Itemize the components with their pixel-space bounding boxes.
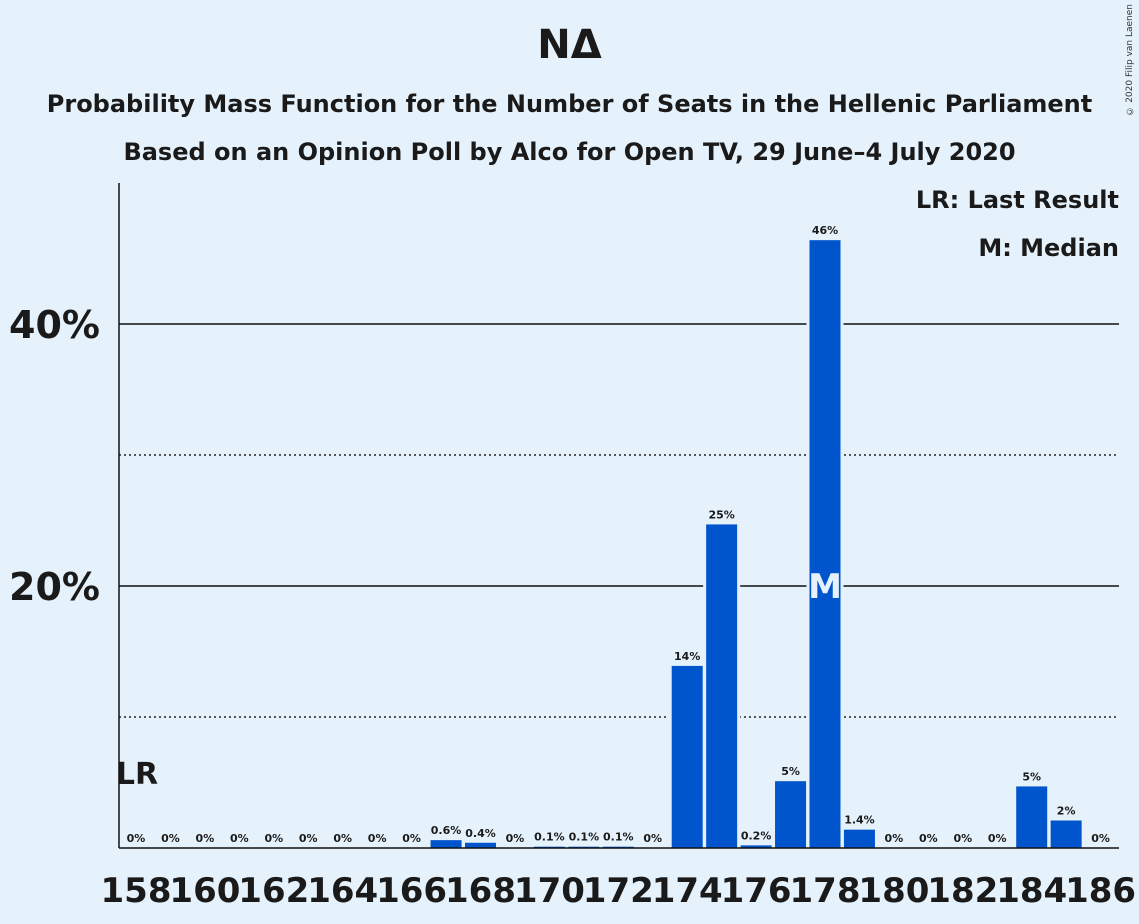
x-tick-label: 174 (652, 871, 723, 911)
bar-value-label: 0.1% (534, 831, 565, 844)
chart-title: ΝΔ (537, 22, 602, 68)
bar-value-label: 0% (953, 832, 972, 845)
bar-value-label: 0.1% (603, 831, 634, 844)
bar (706, 524, 738, 848)
bar (843, 829, 875, 848)
bar-value-label: 0% (402, 832, 421, 845)
bar-value-label: 0% (264, 832, 283, 845)
x-tick-label: 164 (307, 871, 378, 911)
bar (809, 240, 841, 848)
bar-value-label: 0% (127, 832, 146, 845)
bar-value-label: 0% (161, 832, 180, 845)
x-tick-label: 170 (514, 871, 585, 911)
x-tick-label: 158 (101, 871, 172, 911)
bar-halo (737, 842, 775, 848)
bar-halo (565, 843, 603, 848)
x-tick-label: 160 (169, 871, 240, 911)
legend-last-result: LR: Last Result (915, 186, 1119, 214)
x-tick-label: 166 (376, 871, 447, 911)
bar-value-label: 0% (333, 832, 352, 845)
bar-value-label: 0% (196, 832, 215, 845)
bar (1016, 786, 1048, 848)
bar (1050, 820, 1082, 848)
bar-value-label: 0.4% (465, 827, 496, 840)
bar-value-label: 1.4% (844, 814, 875, 827)
bar-value-label: 0.1% (569, 831, 600, 844)
x-tick-label: 180 (858, 871, 929, 911)
y-tick-label: 20% (9, 565, 100, 609)
x-tick-label: 184 (996, 871, 1067, 911)
x-tick-label: 172 (583, 871, 654, 911)
bar-value-label: 0% (506, 832, 525, 845)
bar (430, 840, 462, 848)
last-result-marker: LR (116, 757, 158, 792)
x-tick-label: 176 (721, 871, 792, 911)
bar-value-label: 46% (812, 224, 838, 237)
bar-value-label: 0% (919, 832, 938, 845)
bar (671, 665, 703, 848)
median-marker: M (808, 567, 842, 607)
bar-value-label: 0% (1091, 832, 1110, 845)
x-tick-label: 186 (1065, 871, 1136, 911)
bar-value-label: 5% (1022, 770, 1041, 783)
y-tick-label: 40% (9, 303, 100, 347)
chart-subtitle-2: Based on an Opinion Poll by Alco for Ope… (123, 138, 1016, 166)
bar-value-label: 0% (988, 832, 1007, 845)
bar (740, 845, 772, 848)
bar (775, 781, 807, 848)
bar-value-label: 0% (230, 832, 249, 845)
chart-subtitle-1: Probability Mass Function for the Number… (46, 90, 1093, 118)
bar-value-label: 14% (674, 650, 700, 663)
bar-value-label: 0% (885, 832, 904, 845)
x-tick-label: 162 (238, 871, 309, 911)
legend-median: M: Median (978, 234, 1119, 262)
bar-value-label: 25% (708, 508, 734, 521)
bar-halo (599, 843, 637, 848)
bar (465, 842, 496, 848)
bar-value-label: 0.6% (431, 824, 462, 837)
bar-value-label: 2% (1057, 804, 1076, 817)
bar-value-label: 0% (368, 832, 387, 845)
x-tick-label: 178 (790, 871, 861, 911)
x-tick-label: 168 (445, 871, 516, 911)
bar-value-label: 0% (299, 832, 318, 845)
bar-value-label: 5% (781, 765, 800, 778)
x-tick-label: 182 (927, 871, 998, 911)
bar-value-label: 0.2% (741, 829, 772, 842)
bar-value-label: 0% (643, 832, 662, 845)
bar-halo (530, 843, 568, 848)
